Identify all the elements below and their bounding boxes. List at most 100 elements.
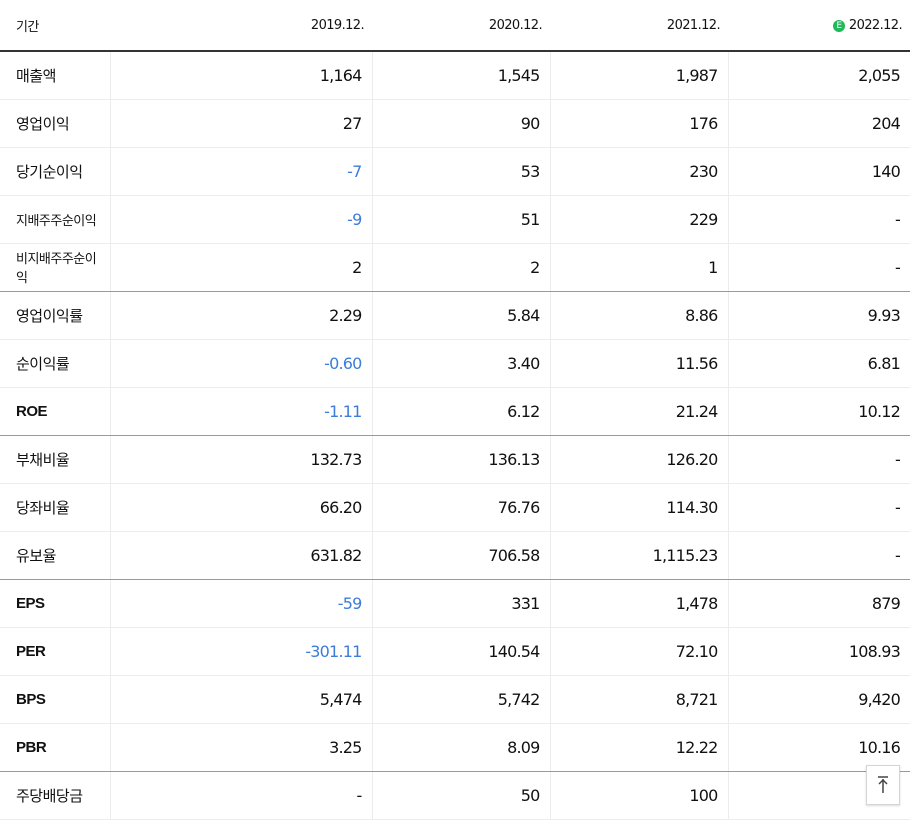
period-2019: 2019.12. — [110, 0, 372, 52]
table-row: 영업이익 27 90 176 204 — [0, 99, 910, 148]
table-row: 주당배당금-501000 — [0, 771, 910, 820]
cell-value: 5,742 — [371, 675, 550, 724]
cell-value: - — [109, 771, 372, 820]
cell-value: -9 — [109, 195, 372, 244]
cell-value: 132.73 — [109, 435, 372, 484]
table-row: 비지배주주순이익 2 2 1- — [0, 243, 910, 292]
row-label: EPS — [0, 579, 110, 628]
cell-value: 2 — [109, 243, 372, 292]
cell-value: 9,420 — [727, 675, 910, 724]
table-row: 부채비율 132.73 136.13 126.20- — [0, 435, 910, 484]
cell-value: 2.29 — [109, 291, 372, 340]
cell-value: 6.81 — [727, 339, 910, 388]
cell-value: 72.10 — [549, 627, 728, 676]
cell-value: 1,545 — [371, 51, 550, 100]
table-row: 순이익률 -0.60 3.40 11.56 6.81 — [0, 339, 910, 388]
cell-value: -59 — [109, 579, 372, 628]
cell-value: 2,055 — [727, 51, 910, 100]
cell-value: 1,115.23 — [549, 531, 728, 580]
cell-value: 11.56 — [549, 339, 728, 388]
cell-value: 8.09 — [371, 723, 550, 772]
row-label: BPS — [0, 675, 110, 724]
cell-value: 229 — [549, 195, 728, 244]
cell-value: 2 — [371, 243, 550, 292]
arrow-up-icon — [878, 776, 888, 793]
cell-value: 9.93 — [727, 291, 910, 340]
row-label: 부채비율 — [0, 435, 110, 484]
cell-value: 204 — [727, 99, 910, 148]
row-label: 비지배주주순이익 — [0, 243, 110, 292]
header-row: 기간 2019.12. 2020.12. 2021.12. E 2022.12. — [0, 0, 910, 52]
cell-value: 1,987 — [549, 51, 728, 100]
cell-value: 1,164 — [109, 51, 372, 100]
cell-value: - — [727, 243, 910, 292]
scroll-top-button[interactable] — [866, 765, 900, 805]
cell-value: 126.20 — [549, 435, 728, 484]
period-2020: 2020.12. — [372, 0, 550, 52]
cell-value: 136.13 — [371, 435, 550, 484]
row-label: 주당배당금 — [0, 771, 110, 820]
cell-value: 631.82 — [109, 531, 372, 580]
estimate-icon: E — [832, 19, 845, 32]
cell-value: 8,721 — [549, 675, 728, 724]
cell-value: 331 — [371, 579, 550, 628]
row-label: ROE — [0, 387, 110, 436]
cell-value: 140.54 — [371, 627, 550, 676]
cell-value: 114.30 — [549, 483, 728, 532]
cell-value: 879 — [727, 579, 910, 628]
cell-value: -0.60 — [109, 339, 372, 388]
cell-value: 176 — [549, 99, 728, 148]
row-label: 지배주주순이익 — [0, 195, 110, 244]
table-row: BPS 5,474 5,742 8,721 9,420 — [0, 675, 910, 724]
cell-value: 76.76 — [371, 483, 550, 532]
cell-value: 50 — [371, 771, 550, 820]
cell-value: 1,478 — [549, 579, 728, 628]
cell-value: - — [727, 435, 910, 484]
table-row: ROE -1.11 6.12 21.24 10.12 — [0, 387, 910, 436]
cell-value: 1 — [549, 243, 728, 292]
table-row: 영업이익률 2.29 5.84 8.86 9.93 — [0, 291, 910, 340]
row-label: 순이익률 — [0, 339, 110, 388]
cell-value: -7 — [109, 147, 372, 196]
row-label: 매출액 — [0, 51, 110, 100]
cell-value: 12.22 — [549, 723, 728, 772]
cell-value: 140 — [727, 147, 910, 196]
row-label: 당좌비율 — [0, 483, 110, 532]
cell-value: 66.20 — [109, 483, 372, 532]
table-row: 당기순이익 -7 53 230 140 — [0, 147, 910, 196]
row-label: PER — [0, 627, 110, 676]
cell-value: - — [727, 483, 910, 532]
cell-value: 5,474 — [109, 675, 372, 724]
cell-value: 5.84 — [371, 291, 550, 340]
cell-value: 51 — [371, 195, 550, 244]
row-label: PBR — [0, 723, 110, 772]
table-row: 매출액 1,164 1,545 1,987 2,055 — [0, 51, 910, 100]
period-2022: 2022.12. — [848, 17, 903, 33]
row-label: 영업이익률 — [0, 291, 110, 340]
cell-value: 6.12 — [371, 387, 550, 436]
table-row: 유보율 631.82 706.58 1,115.23- — [0, 531, 910, 580]
cell-value: 10.12 — [727, 387, 910, 436]
cell-value: -301.11 — [109, 627, 372, 676]
cell-value: 53 — [371, 147, 550, 196]
cell-value: 3.40 — [371, 339, 550, 388]
period-2021: 2021.12. — [550, 0, 728, 52]
cell-value: -1.11 — [109, 387, 372, 436]
cell-value: - — [727, 531, 910, 580]
cell-value: 230 — [549, 147, 728, 196]
cell-value: 706.58 — [371, 531, 550, 580]
table-row: 지배주주순이익 -9 51 229- — [0, 195, 910, 244]
period-label: 기간 — [0, 0, 110, 52]
row-label: 영업이익 — [0, 99, 110, 148]
table-row: PER -301.11 140.54 72.10 108.93 — [0, 627, 910, 676]
cell-value: 100 — [549, 771, 728, 820]
table-row: EPS -59 331 1,478 879 — [0, 579, 910, 628]
cell-value: 27 — [109, 99, 372, 148]
cell-value: 3.25 — [109, 723, 372, 772]
period-2022-estimate: E 2022.12. — [728, 0, 910, 52]
cell-value: 10.16 — [727, 723, 910, 772]
row-label: 당기순이익 — [0, 147, 110, 196]
table-row: 당좌비율 66.20 76.76 114.30- — [0, 483, 910, 532]
row-label: 유보율 — [0, 531, 110, 580]
